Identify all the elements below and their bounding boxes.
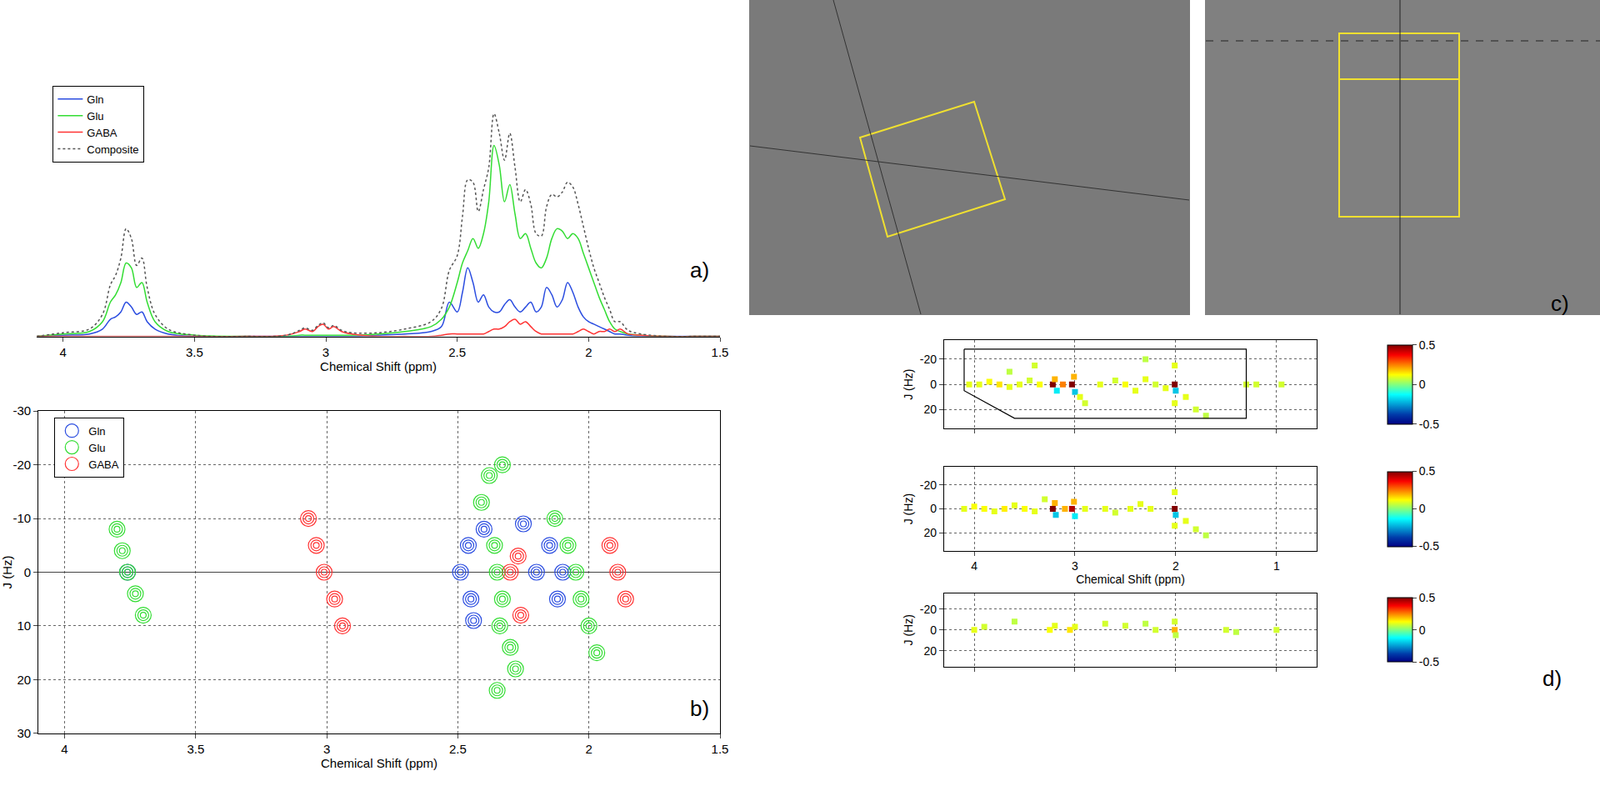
svg-text:0.5: 0.5 [1419, 464, 1436, 478]
svg-text:4: 4 [60, 345, 67, 360]
svg-text:0: 0 [24, 565, 31, 580]
svg-text:GABA: GABA [88, 458, 119, 471]
svg-text:10: 10 [16, 618, 31, 633]
svg-text:Chemical Shift (ppm): Chemical Shift (ppm) [320, 359, 437, 374]
svg-text:-20: -20 [920, 478, 937, 492]
svg-text:-0.5: -0.5 [1419, 417, 1440, 431]
svg-text:1.5: 1.5 [711, 345, 730, 360]
svg-text:0: 0 [930, 377, 937, 391]
svg-text:c): c) [1550, 290, 1570, 316]
svg-text:-20: -20 [920, 602, 937, 616]
svg-text:20: 20 [923, 402, 937, 416]
svg-text:Composite: Composite [86, 143, 139, 156]
svg-text:20: 20 [923, 525, 937, 540]
svg-text:-10: -10 [12, 510, 31, 525]
svg-text:20: 20 [16, 672, 31, 687]
svg-text:-20: -20 [12, 457, 31, 472]
svg-text:Chemical Shift (ppm): Chemical Shift (ppm) [1075, 572, 1185, 586]
svg-text:4: 4 [970, 559, 978, 573]
svg-text:Chemical Shift (ppm): Chemical Shift (ppm) [320, 755, 438, 770]
svg-text:J (Hz): J (Hz) [901, 368, 915, 400]
svg-text:J (Hz): J (Hz) [901, 614, 915, 645]
svg-text:3.5: 3.5 [185, 345, 204, 360]
svg-text:3.5: 3.5 [186, 741, 205, 756]
svg-text:GABA: GABA [86, 126, 117, 140]
svg-text:3: 3 [322, 345, 330, 360]
svg-text:1: 1 [1273, 559, 1280, 573]
svg-text:0.5: 0.5 [1419, 590, 1436, 605]
svg-text:d): d) [1542, 665, 1562, 691]
svg-text:1.5: 1.5 [711, 741, 730, 756]
svg-text:J (Hz): J (Hz) [0, 555, 15, 590]
svg-text:-0.5: -0.5 [1419, 539, 1440, 553]
svg-text:2.5: 2.5 [448, 345, 466, 360]
svg-text:3: 3 [1071, 559, 1079, 573]
svg-text:Glu: Glu [88, 441, 105, 455]
svg-text:a): a) [690, 257, 710, 283]
svg-text:-0.5: -0.5 [1419, 655, 1440, 669]
svg-text:0: 0 [930, 501, 937, 515]
svg-text:0: 0 [1419, 501, 1426, 515]
svg-text:-30: -30 [12, 403, 31, 418]
svg-text:Gln: Gln [86, 93, 104, 106]
svg-text:2: 2 [1172, 559, 1180, 573]
svg-text:2: 2 [585, 741, 593, 756]
svg-text:30: 30 [16, 725, 31, 740]
svg-text:-20: -20 [920, 352, 937, 366]
svg-text:20: 20 [923, 644, 937, 658]
svg-text:2.5: 2.5 [449, 741, 467, 756]
svg-text:Gln: Gln [88, 425, 105, 438]
svg-text:J (Hz): J (Hz) [901, 493, 915, 525]
svg-text:0: 0 [1419, 377, 1426, 391]
svg-text:0: 0 [930, 623, 937, 637]
svg-text:b): b) [690, 695, 710, 721]
svg-text:3: 3 [323, 741, 330, 756]
svg-text:Glu: Glu [86, 110, 104, 123]
svg-text:2: 2 [585, 345, 592, 360]
svg-text:0: 0 [1419, 623, 1426, 637]
svg-text:0.5: 0.5 [1419, 338, 1436, 352]
svg-text:4: 4 [60, 741, 68, 756]
